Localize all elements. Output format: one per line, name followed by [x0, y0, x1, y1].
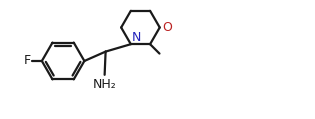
Text: NH₂: NH₂ [93, 78, 117, 91]
Text: N: N [131, 31, 141, 44]
Text: F: F [24, 55, 31, 67]
Text: O: O [162, 21, 172, 34]
